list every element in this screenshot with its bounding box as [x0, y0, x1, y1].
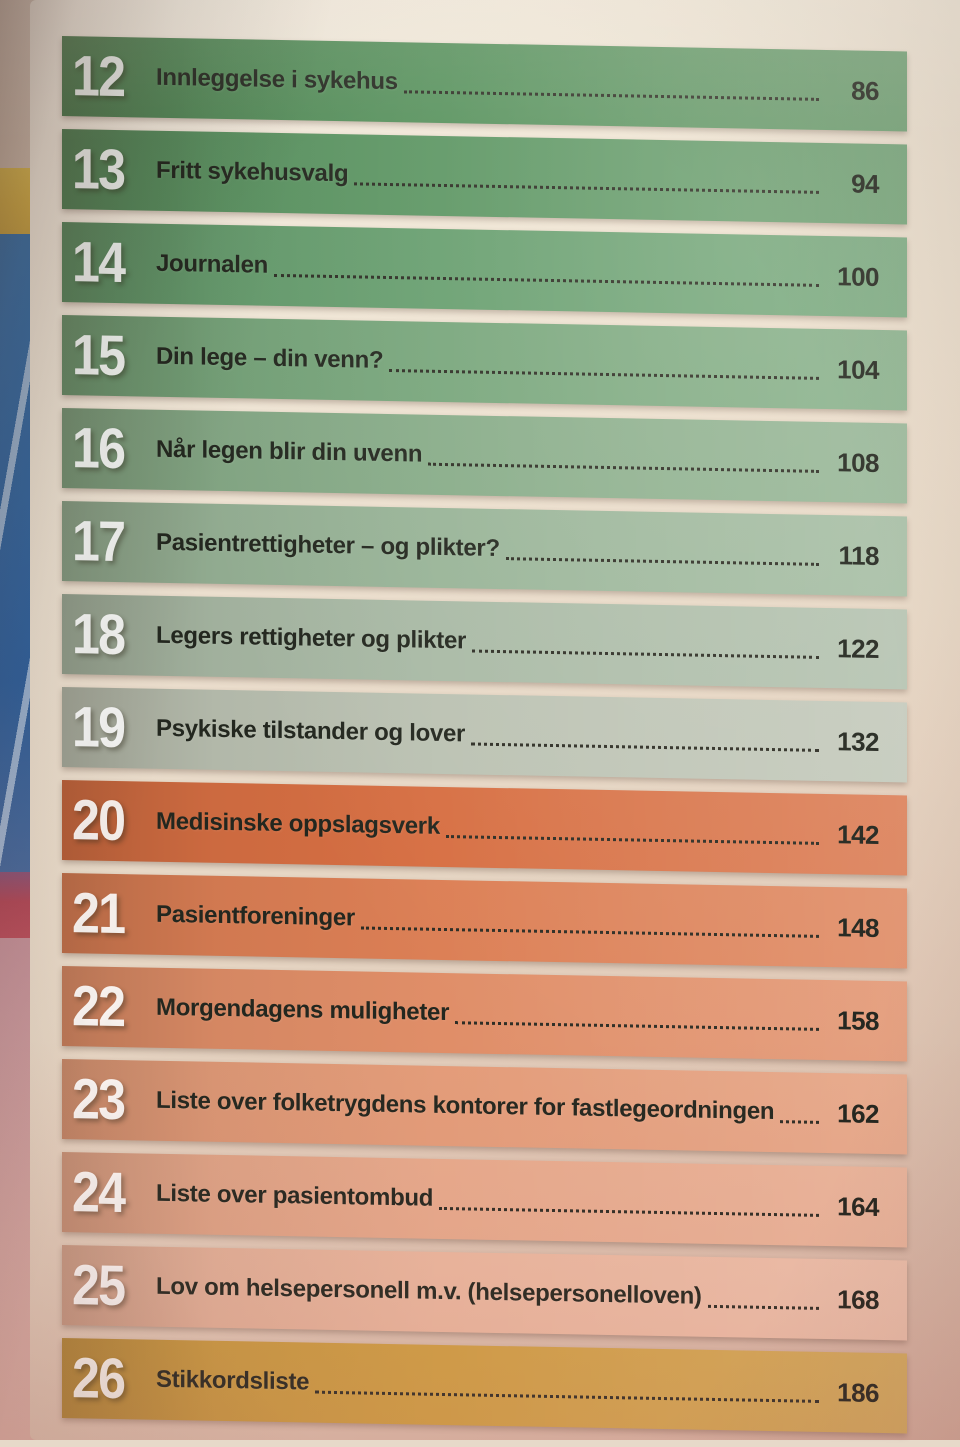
chapter-title: Liste over pasientombud	[156, 1179, 434, 1212]
dot-leader	[354, 181, 819, 194]
page-number: 122	[837, 632, 879, 664]
chapter-title: Innleggelse i sykehus	[156, 63, 398, 96]
toc-row: 23 Liste over folketrygdens kontorer for…	[62, 1059, 907, 1155]
chapter-number: 21	[72, 881, 125, 947]
chapter-number: 16	[72, 416, 125, 482]
chapter-number: 24	[72, 1160, 125, 1226]
chapter-number: 23	[72, 1067, 125, 1133]
chapter-title: Stikkordsliste	[156, 1365, 310, 1396]
page-number: 108	[837, 446, 879, 478]
chapter-number: 15	[72, 323, 125, 389]
dot-leader	[445, 834, 819, 845]
toc-row: 15 Din lege – din venn? 104	[62, 315, 907, 411]
page-number: 104	[837, 353, 879, 385]
toc-row: 12 Innleggelse i sykehus 86	[62, 36, 907, 132]
dot-leader	[505, 556, 819, 566]
toc-row: 14 Journalen 100	[62, 222, 907, 318]
page-number: 148	[837, 911, 879, 943]
toc-row: 20 Medisinske oppslagsverk 142	[62, 780, 907, 876]
page-number: 168	[837, 1283, 879, 1315]
chapter-number: 20	[72, 788, 125, 854]
chapter-title: Lov om helsepersonell m.v. (helsepersone…	[156, 1272, 702, 1310]
dot-leader	[389, 368, 819, 380]
chapter-number: 25	[72, 1253, 125, 1319]
toc-row: 16 Når legen blir din uvenn 108	[62, 408, 907, 504]
page-number: 142	[837, 818, 879, 850]
page-number: 162	[837, 1097, 879, 1129]
toc-row: 24 Liste over pasientombud 164	[62, 1152, 907, 1248]
toc-row: 22 Morgendagens muligheter 158	[62, 966, 907, 1062]
chapter-number: 17	[72, 509, 125, 575]
chapter-number: 13	[72, 137, 125, 203]
chapter-title: Pasientrettigheter – og plikter?	[156, 528, 500, 563]
page-number: 164	[837, 1190, 879, 1222]
chapter-title: Pasientforeninger	[156, 900, 355, 932]
chapter-number: 12	[72, 44, 125, 110]
chapter-number: 26	[72, 1346, 125, 1412]
toc-row: 25 Lov om helsepersonell m.v. (helsepers…	[62, 1245, 907, 1341]
dot-leader	[428, 462, 819, 473]
page-number: 158	[837, 1004, 879, 1036]
page-number: 100	[837, 260, 879, 292]
toc-row: 13 Fritt sykehusvalg 94	[62, 129, 907, 225]
chapter-title: Medisinske oppslagsverk	[156, 807, 440, 840]
chapter-title: Når legen blir din uvenn	[156, 435, 423, 468]
toc-row: 21 Pasientforeninger 148	[62, 873, 907, 969]
chapter-title: Liste over folketrygdens kontorer for fa…	[156, 1086, 775, 1126]
dot-leader	[403, 89, 819, 101]
toc-row: 18 Legers rettigheter og plikter 122	[62, 594, 907, 690]
dot-leader	[455, 1020, 819, 1031]
dot-leader	[274, 273, 819, 287]
page-number: 94	[851, 167, 879, 199]
chapter-number: 22	[72, 974, 125, 1040]
page-number: 186	[837, 1376, 879, 1408]
dot-leader	[780, 1119, 819, 1124]
dot-leader	[360, 925, 819, 938]
chapter-number: 19	[72, 695, 125, 761]
chapter-title: Fritt sykehusvalg	[156, 156, 349, 188]
page-number: 132	[837, 725, 879, 757]
toc-row: 26 Stikkordsliste 186	[62, 1338, 907, 1434]
toc-row: 19 Psykiske tilstander og lover 132	[62, 687, 907, 783]
chapter-title: Journalen	[156, 249, 268, 279]
toc-list: 12 Innleggelse i sykehus 86 13 Fritt syk…	[62, 36, 907, 1446]
chapter-title: Morgendagens muligheter	[156, 993, 450, 1027]
page-number: 86	[851, 74, 879, 106]
dot-leader	[472, 649, 819, 659]
chapter-title: Psykiske tilstander og lover	[156, 714, 466, 748]
chapter-title: Din lege – din venn?	[156, 342, 384, 374]
dot-leader	[707, 1304, 819, 1310]
dot-leader	[439, 1206, 819, 1217]
chapter-number: 14	[72, 230, 125, 296]
toc-row: 17 Pasientrettigheter – og plikter? 118	[62, 501, 907, 597]
dot-leader	[315, 1390, 819, 1403]
chapter-title: Legers rettigheter og plikter	[156, 621, 467, 655]
chapter-number: 18	[72, 602, 125, 668]
page-number: 118	[838, 539, 879, 571]
dot-leader	[471, 741, 819, 752]
